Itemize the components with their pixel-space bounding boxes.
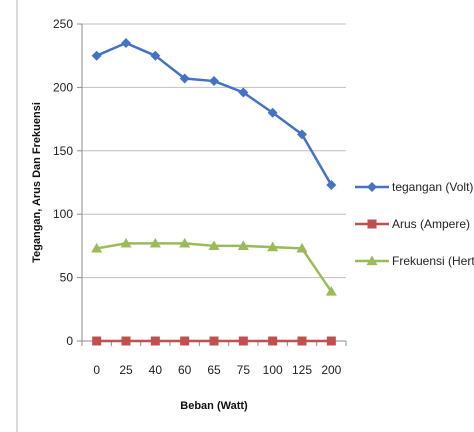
data-point	[180, 336, 190, 346]
left-border-line	[16, 0, 18, 432]
legend-label: tegangan (Volt)	[392, 180, 473, 194]
series-line	[96, 41, 333, 186]
legend-label: Arus (Ampere)	[392, 217, 470, 231]
data-point	[121, 336, 131, 346]
axes	[77, 23, 347, 346]
x-tick-label: 125	[292, 363, 312, 377]
data-point	[209, 76, 219, 87]
gridlines	[82, 23, 346, 279]
y-tick-label: 0	[66, 334, 73, 348]
data-point	[297, 336, 307, 346]
x-axis-title: Beban (Watt)	[180, 400, 248, 412]
legend-marker	[367, 219, 377, 229]
data-point	[326, 180, 337, 191]
data-point	[267, 241, 279, 252]
x-tick-label: 200	[321, 363, 341, 377]
legend-marker	[367, 182, 377, 192]
data-point	[325, 286, 337, 296]
legend: tegangan (Volt) Arus (Ampere) Frekuensi (H…	[355, 180, 474, 268]
x-tick-label: 25	[119, 363, 133, 377]
legend-marker	[366, 255, 378, 266]
data-point	[179, 237, 191, 248]
data-point	[296, 242, 308, 253]
y-tick-label: 150	[53, 144, 73, 158]
data-point	[326, 336, 336, 346]
x-tick-label: 75	[237, 363, 251, 377]
data-point	[297, 129, 307, 140]
legend-item: tegangan (Volt)	[355, 180, 473, 194]
data-point	[120, 237, 132, 248]
y-axis-title: Tegangan, Arus Dan Frekuensi	[31, 102, 43, 263]
data-point	[150, 336, 160, 346]
data-point	[267, 107, 278, 118]
data-point	[91, 50, 102, 61]
series-lines	[91, 38, 337, 346]
data-point	[238, 336, 248, 346]
data-point	[149, 237, 161, 248]
series-1	[92, 336, 336, 346]
data-point	[208, 240, 220, 251]
series-0	[91, 38, 337, 191]
x-tick-label: 60	[178, 363, 192, 377]
data-point	[238, 87, 249, 98]
x-tick-label: 65	[207, 363, 221, 377]
x-tick-label: 40	[149, 363, 163, 377]
data-point	[209, 336, 219, 346]
data-point	[268, 336, 278, 346]
series-line	[96, 242, 333, 293]
legend-label: Frekuensi (Hertz)	[392, 254, 474, 268]
y-tick-label: 200	[53, 80, 73, 94]
data-point	[150, 50, 161, 61]
legend-item: Arus (Ampere)	[355, 217, 470, 231]
x-tick-label: 0	[93, 363, 100, 377]
series-2	[91, 237, 337, 296]
y-tick-label: 100	[53, 207, 73, 221]
data-point	[237, 240, 249, 251]
legend-item: Frekuensi (Hertz)	[355, 254, 474, 268]
data-point	[92, 336, 102, 346]
x-tick-label: 100	[263, 363, 283, 377]
y-tick-label: 250	[53, 17, 73, 31]
data-point	[179, 73, 190, 84]
tick-labels: 0 50 100 150 200 250 0 25 40 60 65 75 100 125 200	[53, 17, 342, 377]
data-point	[121, 38, 131, 49]
data-point	[91, 242, 103, 253]
y-tick-label: 50	[60, 271, 74, 285]
